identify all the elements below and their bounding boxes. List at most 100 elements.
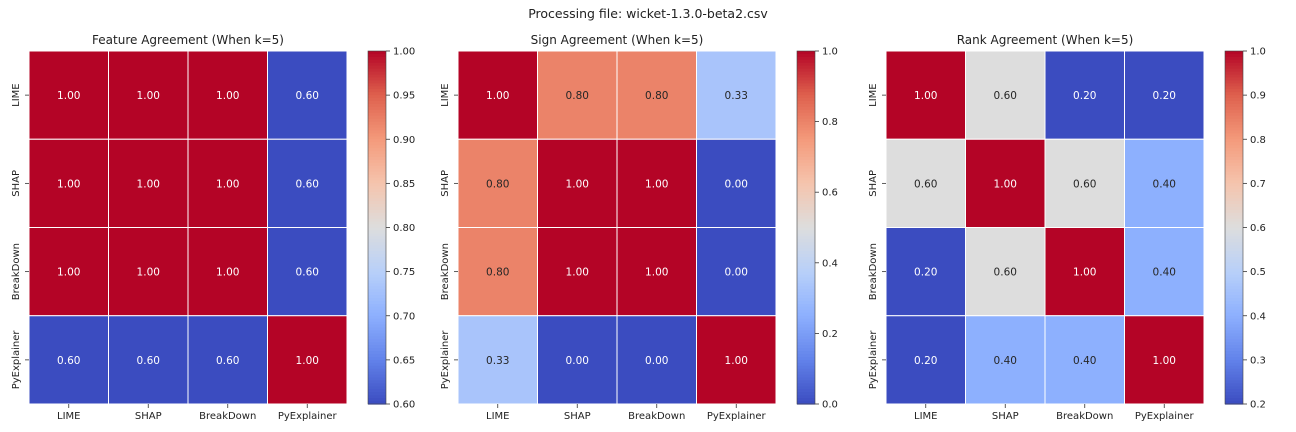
colorbar-segment	[1225, 271, 1243, 276]
colorbar-segment	[368, 65, 386, 70]
colorbar-tick-label: 0.70	[393, 311, 415, 322]
heatmap-cell	[1124, 138, 1205, 228]
colorbar-segment	[1225, 286, 1243, 290]
heatmap-cell	[1124, 50, 1205, 140]
cell-value-label: 0.00	[725, 178, 748, 190]
colorbar-segment	[1225, 312, 1243, 317]
colorbar-segment	[1225, 95, 1243, 99]
colorbar-segment	[1225, 324, 1243, 329]
colorbar-segment	[797, 271, 815, 276]
colorbar-segment	[368, 62, 386, 67]
colorbar-segment	[797, 153, 815, 158]
colorbar-segment	[368, 183, 386, 187]
colorbar-segment	[797, 221, 815, 226]
colorbar-segment	[797, 118, 815, 123]
colorbar-segment	[1225, 201, 1243, 205]
colorbar-segment	[1225, 377, 1243, 382]
colorbar-segment	[368, 156, 386, 161]
colorbar-segment	[1225, 118, 1243, 123]
colorbar-segment	[368, 274, 386, 279]
colorbar-tick-label: 0.90	[393, 135, 415, 146]
colorbar-segment	[1225, 306, 1243, 311]
panel-title: Sign Agreement (When k=5)	[531, 33, 704, 47]
colorbar-segment	[1225, 215, 1243, 220]
colorbar-segment	[1225, 51, 1243, 55]
heatmap-cell	[696, 50, 777, 140]
colorbar-segment	[1225, 162, 1243, 167]
colorbar-segment	[797, 59, 815, 64]
cell-value-label: 0.33	[725, 90, 748, 102]
colorbar-segment	[797, 336, 815, 340]
colorbar-segment	[1225, 203, 1243, 208]
colorbar-segment	[368, 53, 386, 58]
colorbar-segment	[797, 315, 815, 320]
colorbar-segment	[368, 109, 386, 114]
colorbar-segment	[797, 212, 815, 217]
colorbar-segment	[368, 280, 386, 284]
colorbar-segment	[368, 142, 386, 146]
colorbar-segment	[797, 286, 815, 290]
colorbar-segment	[797, 174, 815, 179]
colorbar-segment	[1225, 245, 1243, 249]
colorbar-tick-label: 0.85	[393, 179, 415, 190]
x-tick-label: SHAP	[564, 411, 591, 422]
cell-value-label: 0.80	[645, 90, 668, 102]
cell-value-label: 1.00	[645, 178, 668, 190]
colorbar-frame	[796, 50, 816, 405]
colorbar-segment	[1225, 330, 1243, 334]
colorbar-segment	[368, 251, 386, 255]
colorbar-segment	[368, 262, 386, 267]
colorbar-segment	[1225, 218, 1243, 223]
colorbar-segment	[368, 309, 386, 314]
colorbar-segment	[797, 203, 815, 208]
colorbar-tick-label: 0.2	[1250, 400, 1266, 411]
colorbar-segment	[368, 103, 386, 108]
colorbar-segment	[368, 71, 386, 76]
cell-value-label: 0.80	[486, 178, 509, 190]
colorbar-segment	[368, 324, 386, 329]
cell-value-label: 0.60	[296, 178, 319, 190]
heatmap-cell	[457, 138, 538, 228]
colorbar-segment	[368, 68, 386, 73]
heatmap-cell	[696, 315, 777, 405]
colorbar-segment	[797, 56, 815, 61]
colorbar-segment	[797, 77, 815, 82]
colorbar-segment	[1225, 195, 1243, 199]
colorbar-segment	[797, 156, 815, 161]
colorbar-segment	[797, 106, 815, 111]
heatmap-cell	[108, 138, 189, 228]
y-tick-label: BreakDown	[440, 243, 451, 300]
x-tick-label: SHAP	[992, 411, 1019, 422]
colorbar-segment	[1225, 392, 1243, 396]
colorbar-segment	[1225, 298, 1243, 302]
colorbar-segment	[797, 162, 815, 167]
colorbar-segment	[1225, 101, 1243, 105]
colorbar-segment	[1225, 159, 1243, 164]
colorbar-segment	[368, 351, 386, 355]
colorbar-segment	[368, 356, 386, 361]
colorbar-segment	[797, 98, 815, 102]
heatmap-cell	[696, 138, 777, 228]
colorbar-segment	[797, 359, 815, 364]
heatmap-cell	[28, 138, 109, 228]
colorbar-segment	[797, 65, 815, 70]
colorbar-segment	[368, 139, 386, 143]
colorbar-segment	[1225, 309, 1243, 314]
heatmap-cell	[28, 227, 109, 317]
colorbar-segment	[368, 345, 386, 349]
cell-value-label: 1.00	[57, 90, 80, 102]
colorbar-tick-label: 0.8	[822, 117, 838, 128]
colorbar-segment	[368, 298, 386, 302]
colorbar-segment	[797, 295, 815, 299]
colorbar-segment	[1225, 103, 1243, 108]
colorbar-segment	[368, 148, 386, 152]
cell-value-label: 0.60	[296, 267, 319, 279]
colorbar-tick-label: 0.6	[822, 188, 838, 199]
colorbar-segment	[368, 277, 386, 282]
heatmap-cell	[885, 227, 966, 317]
colorbar-segment	[1225, 212, 1243, 217]
colorbar-segment	[1225, 374, 1243, 379]
colorbar-segment	[797, 83, 815, 87]
colorbar-segment	[1225, 342, 1243, 346]
colorbar-segment	[797, 233, 815, 237]
